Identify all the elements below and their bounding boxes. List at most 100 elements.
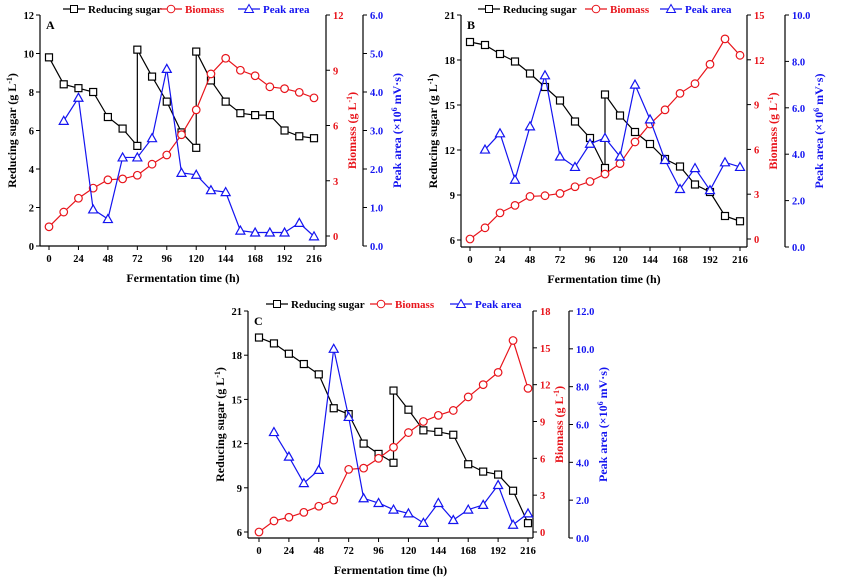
sugar-point: [570, 117, 580, 126]
peak-axis-label-text: Peak area (×10: [812, 112, 826, 189]
biomass-point: [314, 501, 324, 511]
legend-label-biomass: Biomass: [610, 4, 650, 16]
x-tick-label: 24: [73, 254, 84, 265]
biomass-point: [284, 512, 294, 522]
biomass-point: [329, 495, 339, 505]
biomass-axis-label-text: Biomass (g L: [766, 103, 780, 170]
peak-line: [63, 68, 315, 237]
legend-marker-triangle: [243, 3, 255, 13]
legend-marker-triangle: [455, 298, 467, 308]
sugar-point: [236, 109, 245, 118]
peak-point: [131, 151, 143, 162]
biomass-point: [495, 208, 505, 218]
x-tick-label: 24: [284, 546, 295, 557]
peak-point: [674, 183, 686, 194]
legend-label-biomass: Biomass: [185, 4, 225, 16]
x-tick-label: 120: [612, 255, 628, 266]
peak-point: [146, 132, 158, 143]
peak-tick-label: 6.0: [576, 421, 589, 432]
panel-letter: A: [46, 18, 55, 32]
sugar-tick-label: 18: [232, 351, 243, 362]
biomass-point: [191, 105, 201, 115]
peak-tick-label: 10.0: [576, 345, 594, 356]
peak-point: [249, 226, 261, 237]
sugar-point: [434, 427, 443, 436]
peak-axis-label-sup: 6: [596, 401, 605, 405]
biomass-axis-label-text: Biomass (g L: [552, 396, 566, 463]
biomass-point: [705, 59, 715, 69]
sugar-tick-label: 9: [237, 484, 242, 495]
sugar-point: [495, 49, 505, 59]
peak-point: [279, 226, 291, 237]
peak-point: [629, 78, 641, 89]
sugar-point: [329, 404, 338, 413]
peak-tick-label: 2.0: [576, 496, 589, 507]
sugar-point: [404, 405, 413, 414]
peak-point: [462, 503, 474, 514]
sugar-point: [103, 112, 112, 122]
biomass-point: [418, 417, 428, 426]
legend-label-peak: Peak area: [475, 299, 522, 311]
biomass-point: [221, 53, 231, 63]
x-axis-label: Fermentation time (h): [126, 271, 239, 285]
sugar-axis-label: Reducing sugar (g L-1): [5, 73, 20, 188]
legend-marker-circle: [376, 299, 386, 309]
sugar-tick-label: 9: [450, 191, 455, 202]
biomass-point: [74, 193, 83, 203]
biomass-line: [48, 57, 315, 228]
sugar-tick-label: 15: [232, 395, 243, 406]
peak-axis-label-tail: mV·s): [596, 367, 610, 401]
biomass-point: [448, 406, 458, 415]
sugar-point: [525, 69, 535, 78]
biomass-tick-label: 3: [754, 190, 759, 201]
peak-line: [273, 348, 529, 526]
panel-letter: C: [254, 314, 263, 328]
biomass-tick-label: 3: [540, 491, 545, 502]
peak-point: [539, 69, 551, 80]
peak-point: [522, 507, 534, 518]
sugar-point: [59, 80, 68, 89]
biomass-point: [162, 150, 172, 160]
peak-point: [509, 173, 521, 184]
x-tick-label: 96: [585, 255, 596, 266]
sugar-point: [720, 211, 730, 221]
sugar-point: [44, 53, 54, 62]
peak-point: [220, 186, 232, 197]
biomass-tick-label: 6: [333, 122, 338, 133]
biomass-tick-label: 15: [540, 344, 551, 355]
sugar-point: [284, 349, 293, 358]
biomass-tick-label: 12: [754, 56, 765, 67]
peak-point: [190, 169, 202, 179]
peak-point: [734, 161, 746, 172]
biomass-axis-label-sup: -1: [552, 390, 561, 397]
biomass-axis-label: Biomass (g L-1): [766, 92, 781, 169]
x-tick-label: 96: [162, 254, 173, 265]
peak-point: [308, 230, 320, 241]
sugar-tick-label: 12: [232, 440, 243, 451]
peak-point: [507, 519, 519, 529]
peak-point: [644, 113, 656, 124]
legend-marker-square: [70, 5, 78, 13]
peak-point: [175, 167, 188, 177]
peak-axis-label-sup: 6: [812, 108, 821, 112]
biomass-point: [463, 392, 473, 402]
peak-point: [447, 514, 459, 525]
x-tick-label: 168: [460, 546, 476, 557]
biomass-point: [44, 222, 54, 232]
biomass-axis-label-tail: ): [766, 92, 780, 96]
sugar-point: [735, 217, 745, 226]
biomass-point: [630, 137, 640, 147]
peak-point: [417, 517, 429, 527]
x-tick-label: 144: [430, 546, 447, 557]
x-tick-label: 216: [520, 546, 536, 557]
biomass-point: [735, 50, 745, 60]
biomass-point: [523, 383, 533, 393]
peak-point: [161, 63, 173, 74]
biomass-point: [690, 79, 700, 89]
sugar-point: [118, 124, 127, 133]
peak-point: [87, 203, 99, 214]
peak-tick-label: 0.0: [370, 242, 383, 253]
biomass-point: [299, 507, 309, 517]
x-tick-label: 168: [672, 255, 688, 266]
